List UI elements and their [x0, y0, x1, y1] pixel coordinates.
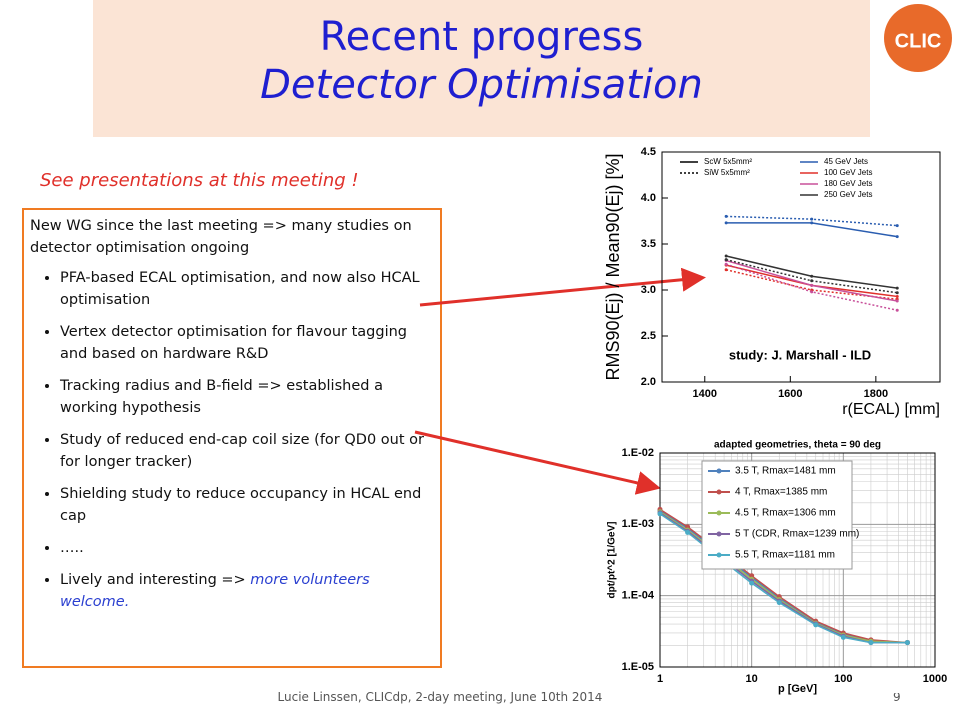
point [868, 640, 874, 646]
point [895, 308, 899, 312]
y-tick-label: 1.E-03 [622, 518, 654, 530]
point [724, 214, 728, 218]
x-tick-label: 1600 [778, 388, 802, 400]
highlight: more volunteers welcome. [60, 572, 370, 610]
y-tick-label: 2.0 [641, 376, 656, 388]
point [724, 221, 728, 225]
x-tick-label: 1400 [693, 388, 717, 400]
legend-label: SiW 5x5mm² [704, 168, 750, 177]
point [895, 291, 899, 295]
point [810, 290, 814, 294]
legend-label: 180 GeV Jets [824, 179, 872, 188]
point [810, 283, 814, 287]
y-axis-label: dpt/pt^2 [1/GeV] [607, 522, 618, 599]
x-tick-label: 10 [746, 673, 758, 685]
point [810, 221, 814, 225]
subtitle: Detector Optimisation [260, 62, 703, 108]
point [776, 600, 782, 606]
x-axis-label: p [GeV] [778, 683, 817, 695]
intro: New WG since the last meeting => many st… [30, 218, 412, 256]
annotation: study: J. Marshall - ILD [729, 347, 871, 362]
legend-label: 5.5 T, Rmax=1181 mm [735, 550, 835, 561]
x-tick-label: 100 [834, 673, 852, 685]
arrow [419, 267, 706, 307]
bullet: ….. [60, 537, 434, 559]
legend-label: ScW 5x5mm² [704, 157, 752, 166]
point [810, 217, 814, 221]
bullet: Lively and interesting => more volunteer… [60, 569, 434, 613]
point [895, 286, 899, 290]
legend-label: 100 GeV Jets [824, 168, 872, 177]
note: See presentations at this meeting ! [40, 170, 359, 191]
title: Recent progress [319, 14, 644, 60]
bullet: Tracking radius and B-field => establish… [60, 375, 434, 419]
legend-label: 4 T, Rmax=1385 mm [735, 487, 827, 498]
y-tick-label: 4.0 [641, 192, 656, 204]
page-number: 9 [893, 690, 901, 704]
point [895, 294, 899, 298]
footer: Lucie Linssen, CLICdp, 2-day meeting, Ju… [277, 690, 603, 704]
point [685, 529, 691, 535]
legend-marker [716, 531, 722, 537]
bullet: PFA-based ECAL optimisation, and now als… [60, 267, 434, 311]
y-tick-label: 4.5 [641, 146, 656, 158]
legend-marker [716, 468, 722, 474]
x-tick-label: 1800 [864, 388, 888, 400]
logo-text: CLIC [895, 30, 942, 52]
y-tick-label: 2.5 [641, 330, 656, 342]
x-axis-label: r(ECAL) [mm] [842, 401, 940, 418]
bullet: Shielding study to reduce occupancy in H… [60, 483, 434, 527]
x-tick-label: 1 [657, 673, 663, 685]
point [810, 279, 814, 283]
bullet-text: Lively and interesting => [60, 572, 251, 588]
x-tick-label: 1000 [923, 673, 947, 685]
plot-frame [661, 151, 941, 383]
point [895, 299, 899, 303]
bullet-list: PFA-based ECAL optimisation, and now als… [30, 267, 434, 613]
legend-marker [716, 489, 722, 495]
legend-label: 3.5 T, Rmax=1481 mm [735, 466, 836, 477]
legend-label: 4.5 T, Rmax=1306 mm [735, 508, 836, 519]
point [724, 258, 728, 262]
point [895, 224, 899, 228]
point [724, 262, 728, 266]
point [840, 634, 846, 640]
point [657, 511, 663, 517]
point [724, 268, 728, 272]
point [749, 573, 755, 579]
y-tick-label: 3.5 [641, 238, 656, 250]
legend-label: 250 GeV Jets [824, 190, 872, 199]
plot-frame [659, 452, 936, 668]
legend-marker [716, 510, 722, 516]
point [749, 580, 755, 586]
legend-box [701, 460, 853, 570]
y-tick-label: 3.0 [641, 284, 656, 296]
point [813, 622, 819, 628]
bullet: Vertex detector optimisation for flavour… [60, 321, 434, 365]
chart-title: adapted geometries, theta = 90 deg [714, 440, 881, 451]
point [724, 254, 728, 258]
legend-label: 45 GeV Jets [824, 157, 868, 166]
point [810, 274, 814, 278]
logo-circle [884, 4, 952, 72]
point [895, 235, 899, 239]
y-tick-label: 1.E-05 [622, 661, 654, 673]
legend-marker [716, 552, 722, 558]
y-tick-label: 1.E-04 [622, 590, 655, 602]
y-axis-label: RMS90(Ej) / Mean90(Ej) [%] [603, 153, 623, 380]
arrow [414, 430, 661, 495]
title-box: Recent progress Detector Optimisation [93, 0, 870, 137]
y-tick-label: 1.E-02 [622, 447, 654, 459]
point [904, 640, 910, 646]
legend-label: 5 T (CDR, Rmax=1239 mm) [735, 529, 859, 540]
bullet: Study of reduced end-cap coil size (for … [60, 429, 434, 473]
